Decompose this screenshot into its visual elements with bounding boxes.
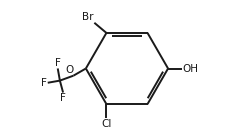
Text: F: F [41,78,47,88]
Text: OH: OH [182,64,198,73]
Text: F: F [55,58,61,68]
Text: F: F [60,93,66,103]
Text: Br: Br [82,12,93,22]
Text: O: O [65,65,73,75]
Text: Cl: Cl [101,119,111,129]
